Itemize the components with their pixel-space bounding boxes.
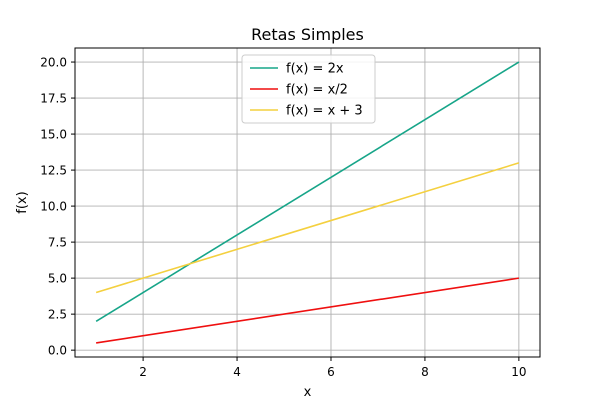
y-tick-label: 15.0 [40,128,67,142]
legend: f(x) = 2x f(x) = x/2 f(x) = x + 3 [241,54,376,124]
x-tick-label: 8 [421,365,429,379]
legend-label: f(x) = x + 3 [286,104,363,119]
legend-box [241,54,376,124]
legend-label: f(x) = x/2 [286,83,348,98]
x-tick-label: 10 [511,365,526,379]
plot-frame [74,47,541,358]
series-line-3 [95,162,520,294]
y-axis-label: f(x) [15,191,30,213]
legend-label: f(x) = 2x [286,62,344,77]
x-tick-label: 6 [327,365,335,379]
plot-area: 2 4 6 8 10 0.0 2.5 5.0 7.5 10.0 12.5 15.0 17.5 20.0 f(… [40,47,541,379]
x-tick-label: 4 [233,365,241,379]
series-line-1 [95,61,520,323]
y-tick-label: 10.0 [40,200,67,214]
y-tick-label: 0.0 [48,344,67,358]
y-tick-label: 2.5 [48,308,67,322]
y-tick-label: 20.0 [40,56,67,70]
y-tick-label: 17.5 [40,92,67,106]
x-tick-label: 2 [139,365,147,379]
y-tick-label: 7.5 [48,236,67,250]
y-tick-label: 12.5 [40,164,67,178]
x-axis-label: x [304,385,312,400]
series-line-2 [96,277,519,344]
chart-title: Retas Simples [251,25,364,44]
y-tick-label: 5.0 [48,272,67,286]
